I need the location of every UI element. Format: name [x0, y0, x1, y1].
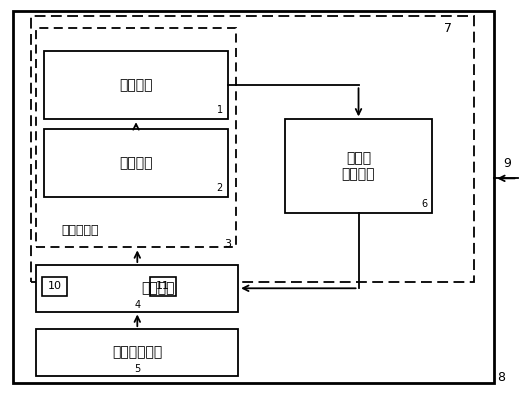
Text: 补偿电路: 补偿电路 — [141, 281, 175, 295]
Text: 振荡电路: 振荡电路 — [119, 78, 153, 92]
Bar — [31, 17, 474, 282]
Text: 2: 2 — [217, 183, 223, 193]
Text: 4: 4 — [134, 300, 140, 310]
Text: 6: 6 — [421, 199, 427, 209]
Bar — [42, 277, 67, 296]
Bar — [44, 129, 228, 197]
Bar — [44, 51, 228, 119]
Text: 1: 1 — [217, 106, 223, 115]
Bar — [150, 277, 176, 296]
Text: 10: 10 — [48, 281, 62, 291]
Bar — [37, 265, 238, 312]
Text: 温度检测电路: 温度检测电路 — [112, 346, 163, 359]
Text: 控温电路: 控温电路 — [119, 156, 153, 170]
Text: 7: 7 — [444, 22, 452, 35]
Bar — [37, 28, 236, 247]
Text: 9: 9 — [503, 158, 511, 171]
Bar — [37, 329, 238, 376]
Text: 加速度
检测电路: 加速度 检测电路 — [342, 151, 376, 181]
Text: 11: 11 — [156, 281, 170, 291]
Text: 5: 5 — [134, 364, 141, 374]
Text: 8: 8 — [497, 371, 505, 384]
Text: 晶体振荡器: 晶体振荡器 — [62, 223, 99, 236]
Text: 3: 3 — [224, 239, 231, 249]
Bar — [285, 119, 432, 212]
